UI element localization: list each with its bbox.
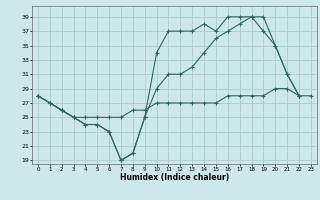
X-axis label: Humidex (Indice chaleur): Humidex (Indice chaleur): [120, 173, 229, 182]
